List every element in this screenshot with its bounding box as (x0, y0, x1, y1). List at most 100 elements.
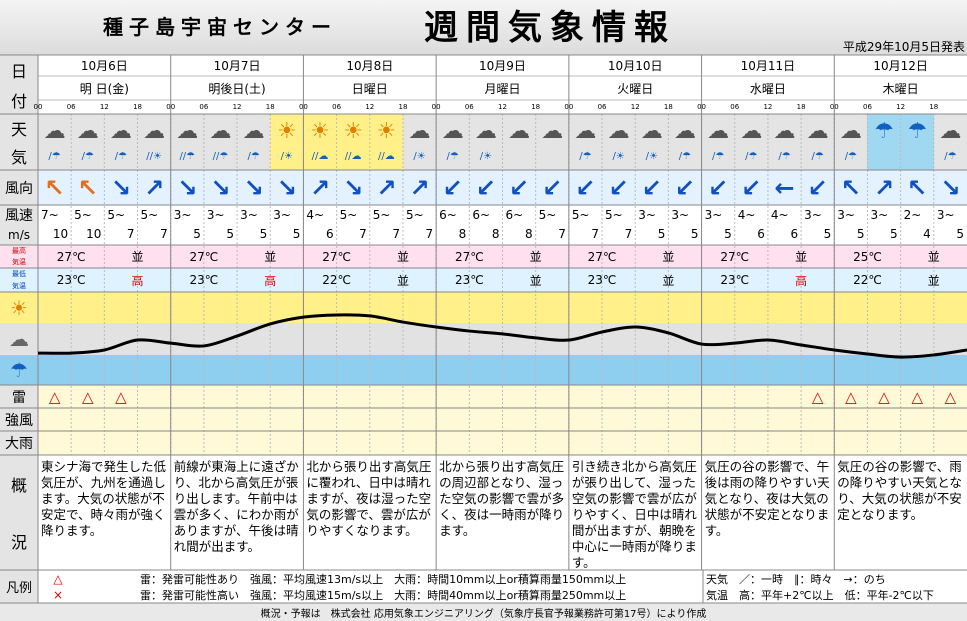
hour: 12 (498, 103, 507, 111)
row-label: ☂ (0, 355, 38, 385)
wind-speed-high: 8 (491, 227, 500, 241)
wind-speed-high: 5 (657, 227, 666, 241)
hour: 06 (597, 103, 607, 111)
min-compare: 並 (396, 273, 409, 288)
weather-icon: ☂ (907, 118, 928, 144)
hour: 06 (730, 103, 740, 111)
day-name: 日曜日 (351, 81, 388, 96)
wind-speed-low: 6~ (439, 208, 457, 222)
thunder: △ (811, 387, 824, 406)
wind-direction: ↗ (309, 173, 331, 202)
min-compare: 高 (264, 273, 277, 288)
row-label: 強風 (0, 408, 38, 431)
weather-icon: ☁ (43, 118, 66, 144)
max-temp: 27℃ (454, 249, 484, 264)
weather-icon: ☁ (76, 118, 99, 144)
wind-speed-high: 5 (823, 227, 832, 241)
weather-icon: ☁ (209, 118, 232, 144)
min-compare: 高 (131, 273, 144, 288)
wind-speed-low: 3~ (671, 208, 690, 222)
weather-icon: ☀ (376, 118, 397, 144)
wind-speed-low: 7~ (41, 208, 59, 222)
wind-speed-low: 4~ (737, 208, 756, 222)
wind-speed-high: 8 (525, 227, 533, 241)
hour: 12 (630, 103, 640, 111)
date: 10月6日 (80, 59, 128, 73)
weather-icon: ☀ (343, 118, 364, 144)
wind-direction: ↘ (243, 173, 264, 202)
wind-speed-high: 7 (359, 227, 367, 241)
wind-speed-high: 5 (690, 227, 699, 241)
row-label: 雷 (0, 385, 38, 408)
wind-speed-high: 7 (392, 227, 400, 241)
hour: 12 (99, 103, 109, 111)
wind-direction: ↗ (409, 173, 430, 202)
wind-speed-low: 3~ (704, 208, 723, 222)
row-label: 付 (0, 85, 38, 114)
wind-speed-low: 6~ (505, 208, 524, 222)
weather-icon: ☁ (707, 118, 730, 144)
max-temp: 27℃ (189, 249, 219, 264)
title-bar (0, 0, 967, 55)
max-compare: 並 (529, 250, 542, 264)
row-label: 気温 (0, 256, 38, 268)
thunder: △ (48, 387, 61, 406)
weather-icon: ☁ (673, 118, 696, 144)
wind-direction: ↙ (807, 173, 828, 202)
weather-sub: /☂ (844, 150, 858, 162)
thunder: △ (81, 387, 94, 406)
wind-direction: ↙ (741, 173, 762, 202)
summary: 気圧の谷の影響で、午後は雨の降りやすい天気となり、夜は大気の状態が不安定となりま… (704, 459, 830, 538)
wind-speed-high: 7 (624, 227, 633, 241)
wind-direction: ↘ (210, 173, 231, 202)
row-label: 大雨 (0, 431, 38, 455)
day-name: 明後日(土) (208, 81, 266, 96)
hour: 18 (133, 103, 142, 111)
weather-icon: ☁ (508, 118, 531, 144)
row-label: 最低 (0, 268, 38, 280)
wind-speed-low: 2~ (903, 208, 922, 222)
max-temp: 27℃ (720, 249, 750, 264)
date: 10月7日 (213, 59, 261, 73)
weather-bg (303, 114, 337, 170)
wind-speed-high: 7 (425, 227, 434, 241)
weather-icon: ☁ (242, 118, 265, 144)
title: 週間気象情報 (424, 7, 676, 48)
wind-direction: ↗ (376, 173, 397, 202)
row-label: 況 (0, 512, 38, 570)
hour: 18 (663, 103, 673, 111)
wind-direction: ↘ (343, 173, 364, 202)
weather-icon: ☀ (310, 118, 330, 144)
tendency-line (37, 313, 967, 359)
thunder: △ (944, 387, 957, 406)
wind-speed-high: 5 (889, 227, 898, 241)
weather-sub: /☀ (479, 150, 493, 162)
wind-speed-low: 3~ (870, 208, 889, 222)
wind-speed-high: 5 (193, 227, 201, 241)
row-label: 凡例 (0, 570, 38, 603)
wind-speed-high: 6 (757, 227, 765, 241)
weather-sub: /☀ (280, 150, 293, 162)
day-name: 木曜日 (882, 81, 919, 96)
min-compare: 並 (927, 273, 940, 288)
wind-speed-high: 4 (923, 227, 931, 241)
date: 10月10日 (607, 59, 663, 73)
max-compare: 並 (795, 250, 808, 264)
row-label: 風向 (0, 170, 38, 205)
hour: 06 (332, 103, 342, 111)
hour: 12 (232, 103, 242, 111)
wind-speed-low: 3~ (240, 208, 258, 222)
wind-speed-low: 3~ (837, 208, 855, 222)
hour: 18 (265, 103, 275, 111)
issued: 平成29年10月5日発表 (842, 40, 965, 54)
weather-sub: /☂ (811, 150, 824, 162)
wind-direction: ↙ (608, 173, 629, 202)
max-compare: 並 (396, 250, 409, 264)
row-label: 日 (0, 55, 38, 85)
weather-bg (369, 114, 403, 170)
weather-sub: //☀ (146, 150, 162, 162)
wind-speed-low: 5~ (405, 208, 424, 222)
weather-icon: ☁ (574, 118, 597, 144)
weather-sub: /☀ (645, 150, 658, 162)
place: 種子島宇宙センター (103, 14, 337, 39)
